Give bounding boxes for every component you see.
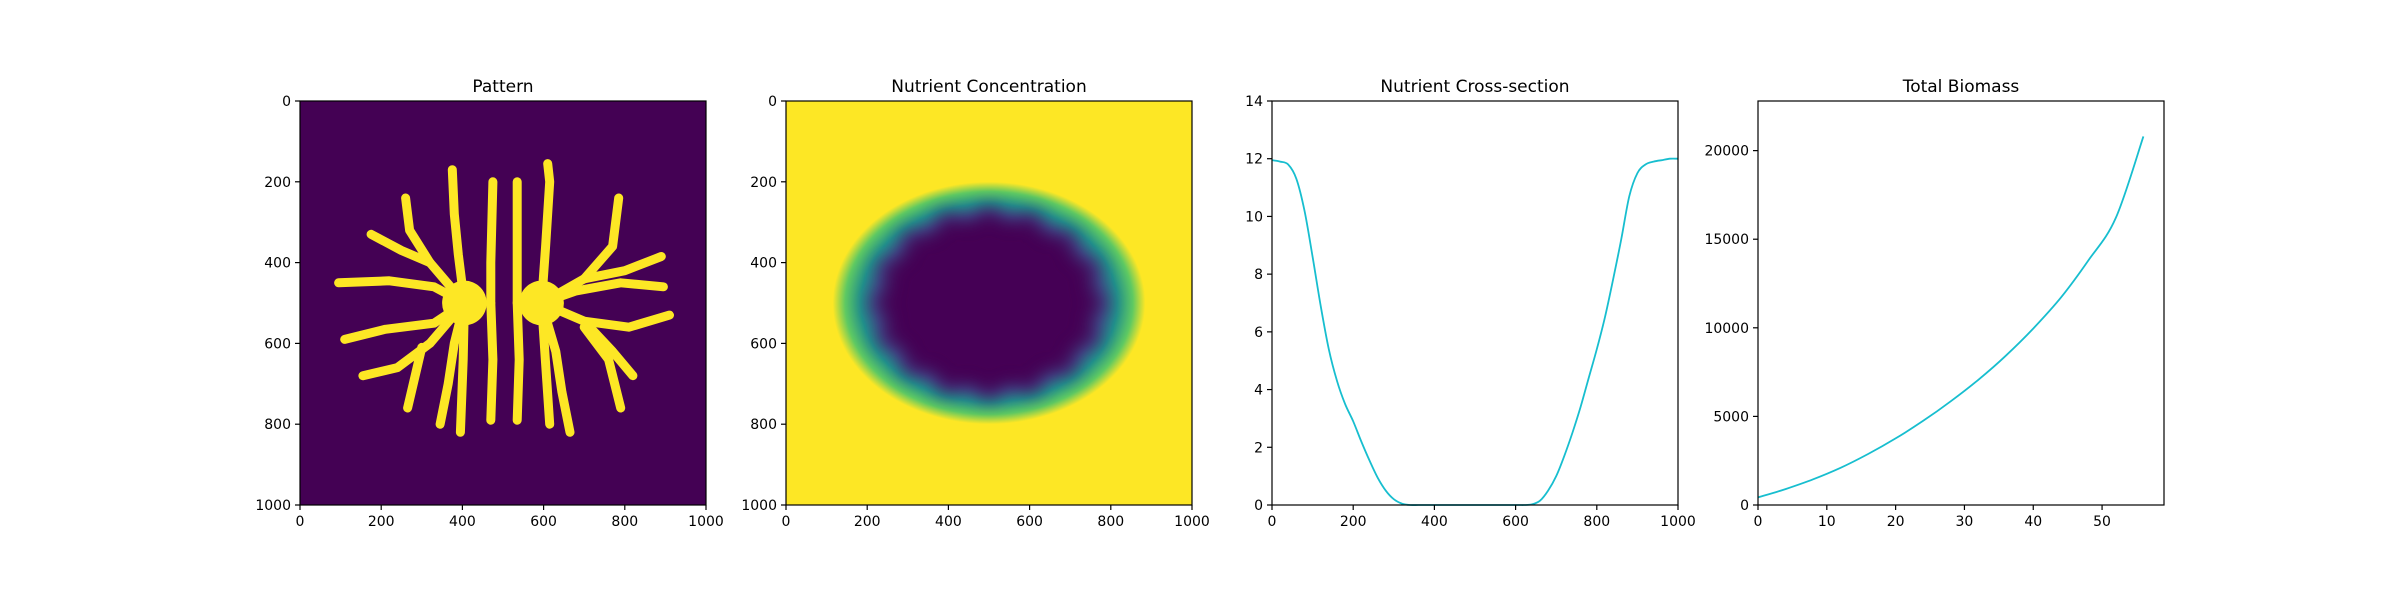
pattern-background	[300, 101, 706, 505]
pattern-y-tick-label: 200	[264, 175, 291, 191]
pattern-branch	[537, 159, 555, 308]
pattern-x-tick-label: 600	[530, 514, 557, 530]
biomass-x-tick-label: 10	[1818, 514, 1836, 530]
pattern-branch	[537, 298, 674, 332]
biomass-x-tick-label: 30	[1956, 514, 1974, 530]
cross-section-y-tick-label: 10	[1245, 209, 1263, 225]
biomass-y-tick-label: 5000	[1713, 409, 1749, 425]
nutrient-y-tick-label: 600	[750, 336, 777, 352]
pattern-branch	[579, 316, 638, 381]
cross-section-frame	[1271, 100, 1679, 506]
biomass-line-group	[1757, 136, 2145, 499]
pattern-branch	[401, 193, 435, 268]
pattern-x-tick-label: 1000	[688, 514, 724, 530]
biomass-x-tick-label: 50	[2093, 514, 2111, 530]
pattern-axes: 0 200 400 600 800 1000 0 200 400 600 800 1000	[255, 94, 723, 530]
nutrient-x-tick-label: 1000	[1174, 514, 1210, 530]
pattern-y-tick-label: 600	[264, 336, 291, 352]
nutrient-x-tick-label: 400	[935, 514, 962, 530]
nutrient-y-tick-label: 800	[750, 417, 777, 433]
pattern-x-tick-label: 200	[368, 514, 395, 530]
cross-section-series-line	[1271, 157, 1679, 506]
cross-section-y-tick-label: 12	[1245, 152, 1263, 168]
nutrient-marks	[832, 181, 1146, 425]
pattern-branch	[512, 298, 524, 425]
biomass-y-tick-label: 15000	[1704, 232, 1749, 248]
biomass-x-tick-label: 20	[1887, 514, 1905, 530]
nutrient-y-tick-label: 0	[768, 94, 777, 110]
panel-cross-section-title: Nutrient Cross-section	[1380, 77, 1569, 97]
cross-section-x-tick-label: 200	[1340, 514, 1367, 530]
biomass-y-tick-label: 0	[1740, 498, 1749, 514]
cross-section-y-tick-label: 6	[1254, 325, 1263, 341]
nutrient-depleted-core	[867, 203, 1111, 403]
nutrient-frame	[785, 100, 1193, 506]
cross-section-x-tick-label: 0	[1268, 514, 1277, 530]
biomass-axes: 0 10 20 30 40 50 0 5000 10000 15000 20000	[1704, 144, 2111, 530]
cross-section-x-tick-label: 400	[1421, 514, 1448, 530]
nutrient-x-tick-label: 600	[1016, 514, 1043, 530]
cross-section-y-tick-label: 14	[1245, 94, 1263, 110]
pattern-branch	[537, 298, 575, 437]
pattern-y-tick-label: 0	[282, 94, 291, 110]
nutrient-axes: 0 200 400 600 800 1000 0 200 400 600 800 1000	[741, 94, 1209, 530]
cross-section-line-group	[1271, 157, 1679, 506]
nutrient-x-tick-label: 0	[782, 514, 791, 530]
nutrient-y-tick-label: 200	[750, 175, 777, 191]
biomass-y-tick-label: 10000	[1704, 321, 1749, 337]
pattern-branch	[486, 177, 498, 308]
panel-nutrient-title: Nutrient Concentration	[891, 77, 1086, 97]
nutrient-y-tick-label: 1000	[741, 498, 777, 514]
pattern-x-tick-label: 800	[611, 514, 638, 530]
pattern-branch	[366, 229, 469, 308]
biomass-x-tick-label: 40	[2024, 514, 2042, 530]
pattern-y-tick-label: 800	[264, 417, 291, 433]
panel-biomass-title: Total Biomass	[1902, 77, 2020, 97]
cross-section-axes: 0 200 400 600 800 1000 0 2 4 6 8 10 12 14	[1245, 94, 1696, 530]
pattern-y-tick-label: 1000	[255, 498, 291, 514]
pattern-colony	[519, 280, 564, 326]
cross-section-y-tick-label: 8	[1254, 267, 1263, 283]
pattern-branch	[358, 298, 469, 381]
panel-pattern: Pattern 0 200 400 600 800 1000 0 200 400 600 800 10…	[255, 77, 723, 530]
cross-section-x-tick-label: 600	[1502, 514, 1529, 530]
cross-section-y-tick-label: 4	[1254, 383, 1263, 399]
pattern-marks	[334, 159, 674, 437]
pattern-branch	[447, 165, 469, 308]
cross-section-y-tick-label: 0	[1254, 498, 1263, 514]
pattern-branch	[403, 342, 427, 413]
nutrient-y-tick-label: 400	[750, 256, 777, 272]
pattern-frame	[299, 100, 707, 506]
cross-section-x-tick-label: 1000	[1660, 514, 1696, 530]
pattern-x-tick-label: 0	[296, 514, 305, 530]
panel-pattern-title: Pattern	[472, 77, 533, 97]
pattern-branch	[486, 298, 498, 425]
nutrient-x-tick-label: 800	[1097, 514, 1124, 530]
cross-section-y-tick-label: 2	[1254, 440, 1263, 456]
pattern-branch	[579, 193, 624, 284]
biomass-series-line	[1757, 136, 2145, 499]
panel-total-biomass: Total Biomass 0 10 20 30 40 50 0 5000 10000 15000…	[1704, 77, 2165, 530]
pattern-y-tick-label: 400	[264, 256, 291, 272]
cross-section-x-tick-label: 800	[1583, 514, 1610, 530]
biomass-x-tick-label: 0	[1754, 514, 1763, 530]
pattern-x-tick-label: 400	[449, 514, 476, 530]
panel-cross-section: Nutrient Cross-section 0 200 400 600 800 1000…	[1245, 77, 1696, 530]
biomass-y-tick-label: 20000	[1704, 144, 1749, 160]
pattern-branch	[579, 322, 626, 413]
nutrient-x-tick-label: 200	[854, 514, 881, 530]
panel-nutrient-concentration: Nutrient Concentration 0 200 400 600 800 1000…	[741, 77, 1209, 530]
pattern-colony	[442, 280, 487, 326]
biomass-frame	[1757, 100, 2165, 506]
